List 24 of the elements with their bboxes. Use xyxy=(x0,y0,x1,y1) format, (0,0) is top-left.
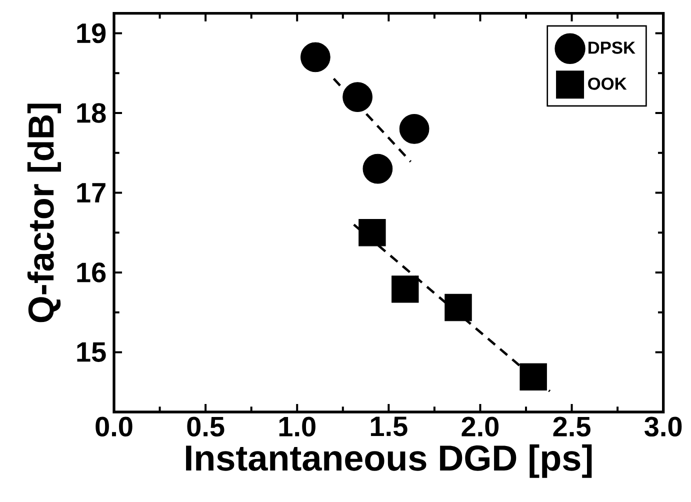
x-tick-label: 2.5 xyxy=(553,416,590,437)
y-tick-label: 19 xyxy=(77,23,106,44)
point xyxy=(444,294,472,322)
legend-label: DPSK xyxy=(588,42,636,54)
y-tick-label: 16 xyxy=(77,262,106,282)
y-tick-label: 15 xyxy=(77,342,106,362)
point xyxy=(362,154,393,184)
x-tick-label: 2.0 xyxy=(462,416,499,437)
x-tick-label: 0.5 xyxy=(187,416,224,437)
point xyxy=(520,363,547,391)
y-tick-label: 18 xyxy=(77,103,106,123)
point xyxy=(392,276,419,303)
x-tick-label: 1.0 xyxy=(279,416,316,437)
x-tick-label: 0.0 xyxy=(96,416,132,437)
legend-label: OOK xyxy=(588,78,627,90)
x-tick-label: 3.0 xyxy=(644,416,682,437)
point xyxy=(342,82,372,112)
y-axis-title: Q-factor [dB] xyxy=(27,104,61,322)
point xyxy=(300,42,330,72)
point xyxy=(399,114,430,144)
point xyxy=(358,218,386,246)
x-axis-title: Instantaneous DGD [ps] xyxy=(186,444,592,478)
y-tick-label: 17 xyxy=(77,183,106,202)
x-tick-label: 1.5 xyxy=(370,416,408,436)
